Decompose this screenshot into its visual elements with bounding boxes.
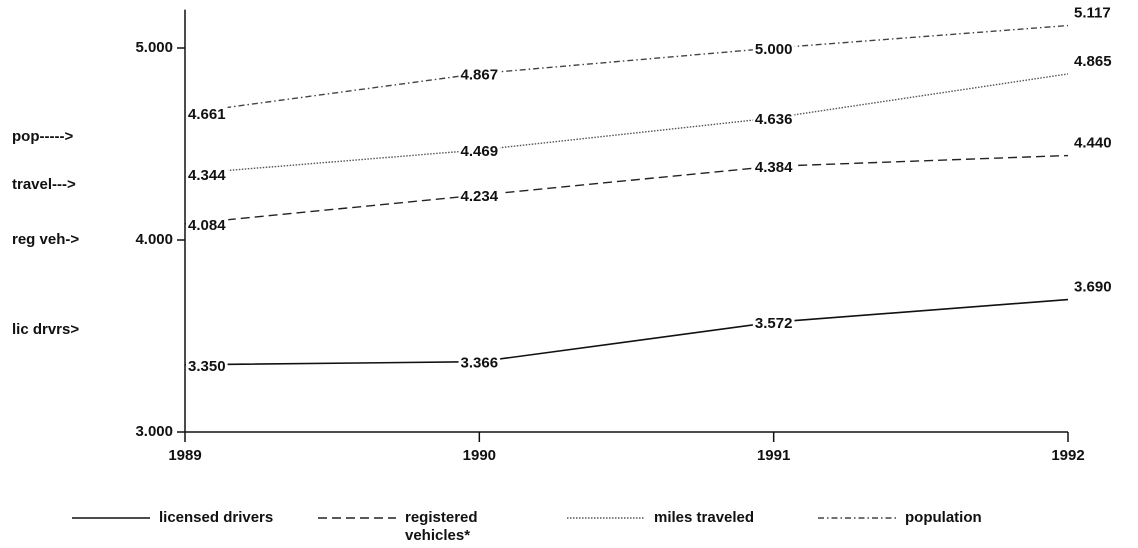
annotation: reg veh-> — [12, 231, 79, 248]
legend-label: population — [905, 509, 982, 526]
data-label-group: 4.440 — [1072, 134, 1114, 152]
label-bg — [186, 166, 229, 184]
series-line — [184, 24, 1069, 114]
annotation: travel---> — [12, 176, 76, 193]
data-label: 4.384 — [755, 159, 793, 176]
data-label: 5.117 — [1074, 5, 1111, 22]
data-label-group: 3.350 — [186, 357, 228, 375]
data-label: 3.350 — [188, 358, 226, 375]
label-bg — [458, 142, 501, 160]
data-label: 5.000 — [755, 41, 793, 58]
series-line — [184, 73, 1069, 175]
data-label-group: 3.366 — [458, 354, 501, 372]
data-label-group: 4.867 — [458, 66, 501, 84]
data-label-group: 4.865 — [1072, 52, 1114, 70]
label-bg — [752, 315, 795, 333]
label-bg — [752, 159, 796, 177]
data-label-group: 5.117 — [1072, 4, 1113, 22]
data-label: 4.344 — [188, 167, 226, 184]
label-bg — [458, 188, 501, 206]
label-bg — [458, 66, 501, 84]
data-label: 3.572 — [755, 315, 793, 332]
data-label: 3.690 — [1074, 278, 1112, 295]
data-label-group: 5.000 — [752, 40, 795, 58]
data-label: 4.865 — [1074, 53, 1112, 70]
label-bg — [186, 106, 228, 124]
data-label-group: 4.384 — [752, 159, 796, 177]
data-label: 3.366 — [461, 355, 499, 372]
series-line — [184, 298, 1069, 366]
data-label-group: 4.234 — [458, 188, 501, 206]
y-tick-label: 5.000 — [135, 39, 173, 56]
data-label: 4.084 — [188, 217, 226, 234]
label-bg — [1072, 52, 1114, 70]
data-label-group: 4.469 — [458, 142, 501, 160]
data-label: 4.661 — [188, 106, 226, 123]
label-bg — [186, 216, 229, 234]
x-tick-label: 1989 — [168, 447, 201, 464]
x-tick-label: 1991 — [757, 447, 790, 464]
data-label: 4.234 — [461, 188, 499, 205]
legend-label: registered vehicles* — [405, 509, 478, 544]
label-bg — [458, 354, 501, 372]
series-line — [184, 154, 1069, 225]
data-label-group: 3.572 — [752, 315, 795, 333]
annotation: pop-----> — [12, 128, 73, 145]
data-label-group: 3.690 — [1072, 278, 1114, 296]
annotation: lic drvrs> — [12, 321, 79, 338]
legend-label: miles traveled — [654, 509, 755, 526]
y-tick-label: 3.000 — [135, 423, 173, 440]
label-bg — [1072, 134, 1114, 152]
label-bg — [1072, 278, 1114, 296]
y-tick-label: 4.000 — [135, 231, 173, 248]
data-label-group: 4.084 — [186, 216, 229, 234]
data-label-group: 4.661 — [186, 106, 228, 124]
data-label: 4.469 — [461, 143, 499, 160]
label-bg — [752, 110, 795, 128]
data-label-group: 4.636 — [752, 110, 795, 128]
x-tick-label: 1990 — [463, 447, 496, 464]
x-tick-label: 1992 — [1051, 447, 1084, 464]
data-label-group: 4.344 — [186, 166, 229, 184]
label-bg — [186, 357, 228, 375]
label-bg — [752, 40, 795, 58]
label-bg — [1072, 4, 1113, 22]
data-label: 4.636 — [755, 111, 793, 128]
data-label: 4.867 — [461, 67, 499, 84]
legend-label: licensed drivers — [159, 509, 274, 526]
data-label: 4.440 — [1074, 134, 1112, 151]
